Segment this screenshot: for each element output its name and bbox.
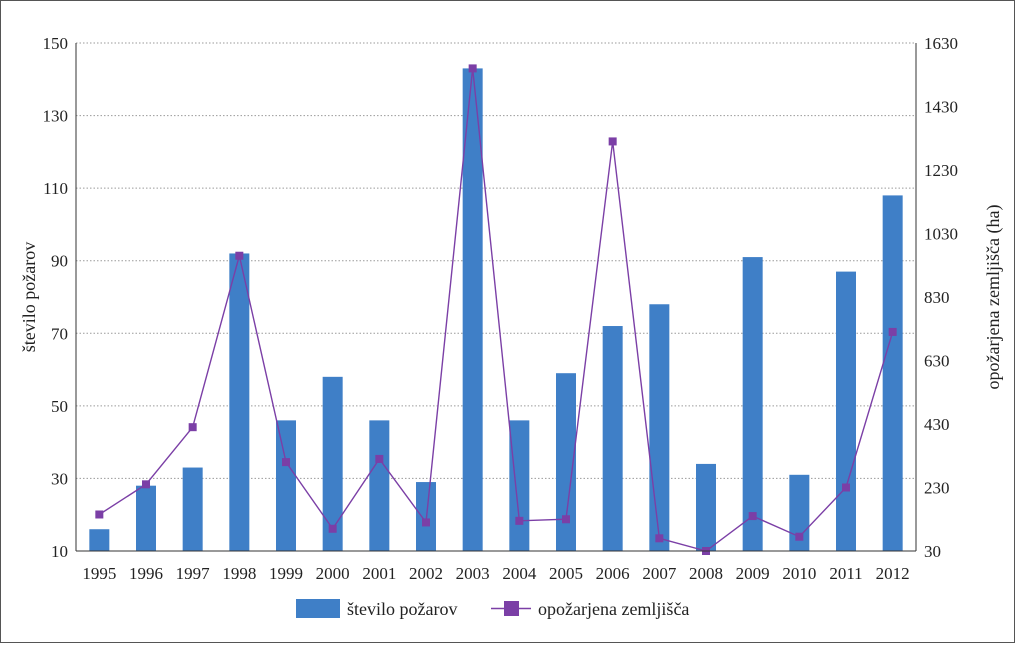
axes	[75, 43, 917, 552]
left-tick-70: 70	[51, 324, 68, 343]
x-tick-2006: 2006	[596, 564, 630, 583]
bar-2005	[556, 373, 576, 551]
left-tick-110: 110	[43, 179, 68, 198]
bar-2012	[882, 195, 903, 551]
bar-1998	[229, 253, 250, 551]
right-tick-30: 30	[924, 542, 941, 561]
bar-1996	[136, 485, 156, 551]
right-tick-1230: 1230	[924, 161, 958, 180]
x-tick-2012: 2012	[876, 564, 910, 583]
x-tick-2002: 2002	[409, 564, 443, 583]
legend: število požarov opožarjena zemljišča	[296, 599, 689, 619]
left-tick-90: 90	[51, 252, 68, 271]
bar-2008	[696, 463, 716, 551]
right-tick-630: 630	[924, 352, 950, 371]
bar-2001	[369, 420, 390, 551]
right-axis-title: opožarjena zemljišča (ha)	[983, 205, 1004, 390]
line-marker-2004	[515, 516, 524, 525]
x-tick-2007: 2007	[642, 564, 677, 583]
line-marker-2000	[328, 524, 337, 533]
left-tick-10: 10	[51, 542, 68, 561]
left-tick-130: 130	[43, 107, 69, 126]
legend-bar-swatch	[296, 599, 340, 618]
left-axis-ticks: 10 30 50 70 90 110 130 150	[43, 34, 69, 561]
x-tick-2001: 2001	[362, 564, 396, 583]
line-marker-1999	[282, 458, 290, 467]
bar-1999	[276, 420, 296, 551]
x-tick-2004: 2004	[502, 564, 537, 583]
line-path	[98, 68, 894, 552]
bar-2009	[742, 257, 763, 551]
x-tick-2000: 2000	[316, 564, 350, 583]
right-tick-1630: 1630	[924, 34, 958, 53]
bar-2007	[649, 304, 670, 551]
bar-2011	[836, 271, 856, 551]
legend-line-label: opožarjena zemljišča	[538, 599, 689, 619]
line-marker-2006	[608, 137, 617, 146]
line-marker-1998	[235, 251, 244, 260]
right-tick-230: 230	[924, 479, 950, 498]
bar-2006	[602, 326, 623, 551]
x-tick-2011: 2011	[829, 564, 862, 583]
x-tick-2005: 2005	[549, 564, 583, 583]
bar-1995	[89, 529, 110, 551]
right-tick-1030: 1030	[924, 225, 958, 244]
left-axis-title: število požarov	[19, 242, 39, 352]
line-marker-2007	[655, 534, 664, 543]
right-tick-830: 830	[924, 288, 950, 307]
right-tick-430: 430	[924, 415, 950, 434]
line-marker-2005	[562, 515, 570, 524]
line-marker-1995	[95, 510, 104, 519]
line-marker-2009	[748, 512, 757, 521]
line-series	[95, 64, 897, 555]
bar-2000	[322, 376, 343, 551]
line-marker-1997	[188, 423, 197, 432]
bar-2004	[509, 420, 530, 551]
x-tick-1995: 1995	[82, 564, 116, 583]
x-tick-2009: 2009	[736, 564, 770, 583]
right-tick-1430: 1430	[924, 98, 958, 117]
left-tick-30: 30	[51, 469, 68, 488]
right-axis-ticks: 30 230 430 630 830 1030 1230 1430 1630	[924, 34, 958, 561]
legend-line-marker	[504, 601, 519, 616]
bar-1997	[182, 467, 203, 551]
legend-bar-label: število požarov	[347, 599, 457, 619]
line-marker-2001	[375, 454, 384, 463]
left-tick-50: 50	[51, 397, 68, 416]
line-marker-2011	[842, 483, 850, 492]
left-tick-150: 150	[43, 34, 69, 53]
bar-series	[89, 68, 903, 552]
x-tick-1997: 1997	[176, 564, 211, 583]
x-tick-1996: 1996	[129, 564, 163, 583]
x-tick-1998: 1998	[222, 564, 256, 583]
line-marker-1996	[142, 480, 150, 489]
x-axis-ticks: 1995 1996 1997 1998 1999 2000 2001 2002 2003 2004…	[82, 564, 909, 583]
x-tick-2003: 2003	[456, 564, 490, 583]
x-tick-2008: 2008	[689, 564, 723, 583]
x-tick-2010: 2010	[782, 564, 816, 583]
line-marker-2003	[468, 64, 477, 73]
bar-2003	[462, 68, 483, 552]
line-marker-2002	[422, 518, 430, 527]
x-tick-1999: 1999	[269, 564, 303, 583]
line-marker-2010	[795, 532, 804, 541]
line-marker-2012	[888, 327, 897, 336]
gridlines	[76, 42, 916, 479]
